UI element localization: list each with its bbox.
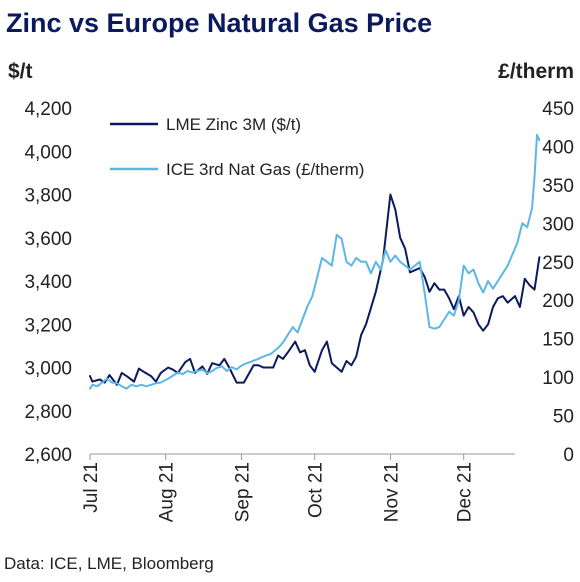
left-y-tick-label: 3,400 <box>24 272 72 293</box>
legend-label-zinc: LME Zinc 3M ($/t) <box>166 115 301 134</box>
right-y-tick-label: 450 <box>542 99 574 120</box>
left-y-tick-label: 4,000 <box>24 142 72 163</box>
left-y-tick-label: 3,000 <box>24 359 72 380</box>
chart-plot: 2,600 2,800 3,000 3,200 3,400 3,600 3,800 4,000… <box>24 99 574 522</box>
left-y-tick-label: 3,800 <box>24 186 72 207</box>
left-y-tick-label: 4,200 <box>24 99 72 120</box>
source-note: Data: ICE, LME, Bloomberg <box>4 554 214 573</box>
x-tick-label: Oct 21 <box>306 462 327 518</box>
right-y-tick-label: 350 <box>542 176 574 197</box>
right-y-tick-label: 250 <box>542 253 574 274</box>
x-tick-label: Nov 21 <box>381 462 402 522</box>
x-tick-label: Aug 21 <box>157 462 178 522</box>
right-y-tick-label: 150 <box>542 330 574 351</box>
left-y-tick-label: 2,800 <box>24 402 72 423</box>
right-axis-unit: £/therm <box>498 60 574 83</box>
left-y-tick-label: 2,600 <box>24 445 72 466</box>
left-y-tick-label: 3,200 <box>24 315 72 336</box>
legend-label-gas: ICE 3rd Nat Gas (£/therm) <box>166 160 364 179</box>
x-tick-label: Sep 21 <box>232 462 253 522</box>
x-tick-label: Dec 21 <box>455 462 476 522</box>
right-y-tick-label: 200 <box>542 291 574 312</box>
chart-title: Zinc vs Europe Natural Gas Price <box>6 8 433 38</box>
left-y-tick-label: 3,600 <box>24 229 72 250</box>
right-y-tick-label: 50 <box>553 407 574 428</box>
x-tick-label: Jul 21 <box>81 462 102 513</box>
left-axis-unit: $/t <box>8 60 33 83</box>
gas-series-line <box>89 133 541 390</box>
right-y-tick-label: 0 <box>563 445 574 466</box>
right-y-tick-label: 300 <box>542 214 574 235</box>
zinc-series-line <box>89 193 541 386</box>
right-y-tick-label: 400 <box>542 137 574 158</box>
right-y-tick-label: 100 <box>542 368 574 389</box>
